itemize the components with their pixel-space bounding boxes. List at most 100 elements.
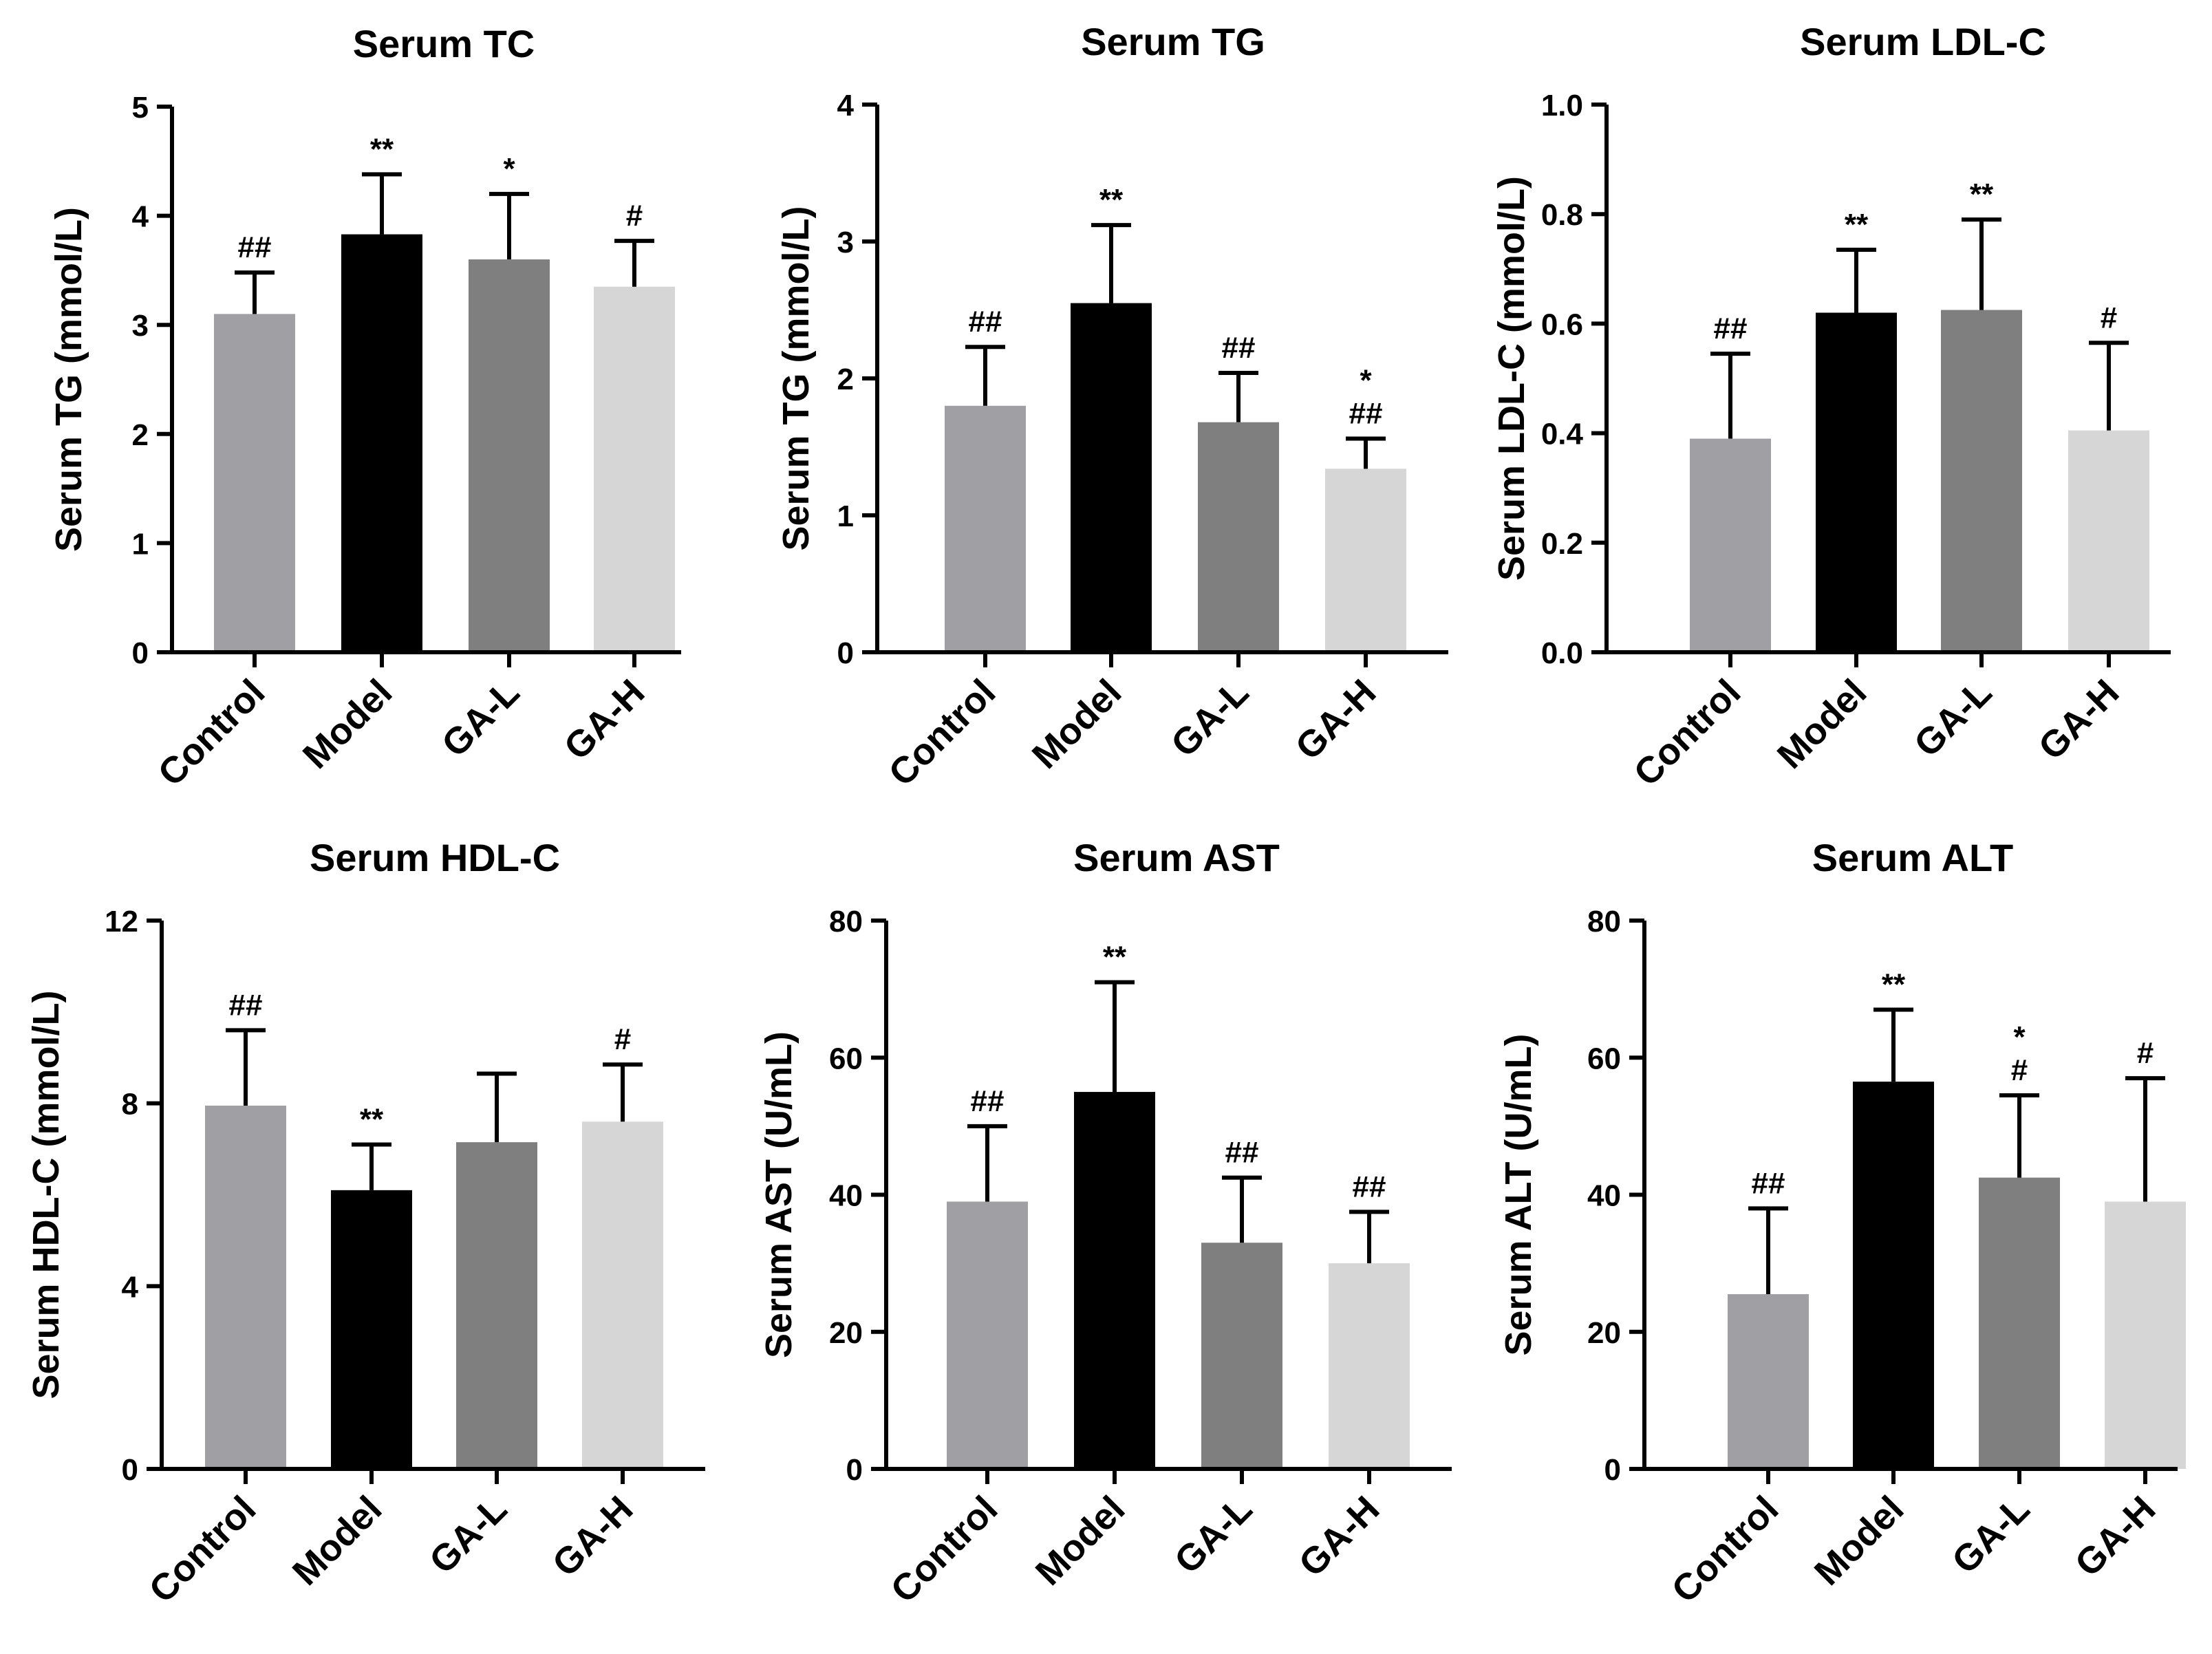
y-tick-label: 1.0 bbox=[1541, 89, 1583, 122]
x-tick-label: Control bbox=[1626, 672, 1748, 794]
y-tick-label: 4 bbox=[132, 200, 149, 234]
y-tick-label: 80 bbox=[829, 905, 863, 938]
y-tick-label: 40 bbox=[1587, 1179, 1621, 1213]
y-axis-label: Serum AST (U/mL) bbox=[758, 1031, 799, 1358]
significance-mark: # bbox=[626, 199, 643, 233]
x-tick-label: GA-H bbox=[2030, 672, 2127, 768]
x-tick-label: Model bbox=[1770, 672, 1875, 777]
x-tick-label: GA-L bbox=[1907, 672, 2000, 765]
significance-mark: * bbox=[2013, 1020, 2026, 1054]
chart-title: Serum LDL-C bbox=[1800, 20, 2046, 63]
y-tick-label: 1 bbox=[837, 500, 854, 533]
y-tick-label: 2 bbox=[132, 418, 149, 452]
significance-mark: ## bbox=[1353, 1170, 1386, 1203]
x-tick-label: Control bbox=[883, 1488, 1005, 1611]
y-tick-label: 60 bbox=[829, 1042, 863, 1075]
bar-ga-h bbox=[1329, 1263, 1410, 1469]
x-tick-label: Model bbox=[285, 1488, 390, 1593]
bar-control bbox=[945, 405, 1026, 652]
bar-ga-l bbox=[1941, 310, 2022, 652]
significance-mark: ## bbox=[1349, 397, 1383, 431]
y-tick-label: 4 bbox=[122, 1270, 139, 1304]
chart-title: Serum HDL-C bbox=[310, 836, 560, 879]
x-tick-label: Control bbox=[881, 672, 1003, 794]
y-tick-label: 20 bbox=[1587, 1316, 1621, 1350]
bar-control bbox=[1728, 1293, 1809, 1469]
significance-mark: ** bbox=[1103, 941, 1127, 974]
significance-mark: ## bbox=[1714, 312, 1748, 345]
y-tick-label: 8 bbox=[122, 1088, 138, 1121]
significance-mark: ## bbox=[238, 230, 272, 264]
significance-mark: ## bbox=[1752, 1166, 1785, 1200]
significance-mark: ** bbox=[1845, 208, 1869, 241]
x-tick-label: GA-L bbox=[434, 672, 528, 765]
significance-mark: # bbox=[2137, 1036, 2154, 1070]
y-tick-label: 60 bbox=[1587, 1042, 1621, 1075]
x-tick-label: Control bbox=[141, 1488, 264, 1611]
y-tick-label: 0 bbox=[837, 636, 854, 670]
significance-mark: * bbox=[503, 152, 515, 186]
significance-mark: # bbox=[614, 1022, 631, 1056]
x-tick-label: GA-L bbox=[1167, 1488, 1260, 1582]
y-tick-label: 0 bbox=[846, 1453, 863, 1487]
bar-ga-h bbox=[1325, 469, 1406, 652]
x-tick-label: GA-H bbox=[556, 672, 652, 768]
significance-mark: * bbox=[1360, 364, 1372, 398]
bar-ga-l bbox=[456, 1142, 537, 1469]
y-tick-label: 12 bbox=[105, 905, 138, 938]
x-tick-label: Model bbox=[1028, 1488, 1133, 1593]
y-tick-label: 2 bbox=[837, 363, 854, 396]
x-tick-label: Model bbox=[1807, 1488, 1912, 1593]
significance-mark: ** bbox=[1882, 968, 1906, 1002]
bar-model bbox=[1071, 303, 1152, 652]
x-tick-label: GA-H bbox=[1291, 1488, 1387, 1585]
y-tick-label: 0 bbox=[132, 636, 149, 670]
significance-mark: ** bbox=[1970, 178, 1994, 211]
significance-mark: ** bbox=[1099, 183, 1124, 217]
bar-model bbox=[1074, 1092, 1155, 1469]
significance-mark: ** bbox=[370, 132, 394, 166]
chart-title: Serum TG bbox=[1081, 20, 1265, 63]
x-tick-label: GA-L bbox=[1163, 672, 1257, 765]
bar-ga-h bbox=[2068, 430, 2149, 652]
significance-mark: ## bbox=[1222, 331, 1256, 365]
x-tick-label: Model bbox=[1024, 672, 1130, 777]
y-tick-label: 80 bbox=[1587, 905, 1621, 938]
y-axis-label: Serum TG (mmol/L) bbox=[775, 206, 817, 550]
significance-mark: ## bbox=[229, 988, 263, 1022]
y-tick-label: 40 bbox=[829, 1179, 863, 1213]
y-tick-label: 4 bbox=[837, 89, 855, 122]
y-tick-label: 0.2 bbox=[1541, 527, 1583, 561]
bar-ga-l bbox=[469, 259, 550, 652]
x-tick-label: GA-L bbox=[422, 1488, 515, 1582]
x-tick-label: GA-L bbox=[1944, 1488, 2038, 1582]
bar-ga-l bbox=[1198, 422, 1279, 652]
y-tick-label: 20 bbox=[829, 1316, 863, 1350]
y-tick-label: 0 bbox=[122, 1453, 138, 1487]
chart-title: Serum ALT bbox=[1812, 836, 2013, 879]
significance-mark: ## bbox=[1225, 1136, 1259, 1170]
significance-mark: # bbox=[2011, 1053, 2028, 1087]
bar-control bbox=[947, 1201, 1028, 1469]
x-tick-label: Model bbox=[295, 672, 400, 777]
y-axis-label: Serum ALT (U/mL) bbox=[1498, 1034, 1539, 1356]
bar-ga-h bbox=[2105, 1201, 2186, 1469]
bar-ga-h bbox=[582, 1121, 663, 1469]
bar-control bbox=[1690, 438, 1771, 652]
significance-mark: ** bbox=[360, 1102, 384, 1136]
significance-mark: # bbox=[2101, 301, 2117, 334]
bar-ga-h bbox=[594, 286, 675, 652]
x-tick-label: GA-H bbox=[1287, 672, 1384, 768]
chart-title: Serum AST bbox=[1073, 836, 1280, 879]
y-tick-label: 1 bbox=[132, 527, 149, 561]
x-tick-label: Control bbox=[150, 672, 272, 794]
chart-title: Serum TC bbox=[353, 22, 535, 65]
y-tick-label: 0.4 bbox=[1541, 418, 1584, 451]
bar-model bbox=[331, 1190, 412, 1469]
y-tick-label: 0 bbox=[1604, 1453, 1621, 1487]
bar-model bbox=[1816, 312, 1897, 652]
x-tick-label: Control bbox=[1664, 1488, 1786, 1611]
y-axis-label: Serum HDL-C (mmol/L) bbox=[25, 991, 67, 1399]
bar-control bbox=[205, 1105, 286, 1469]
